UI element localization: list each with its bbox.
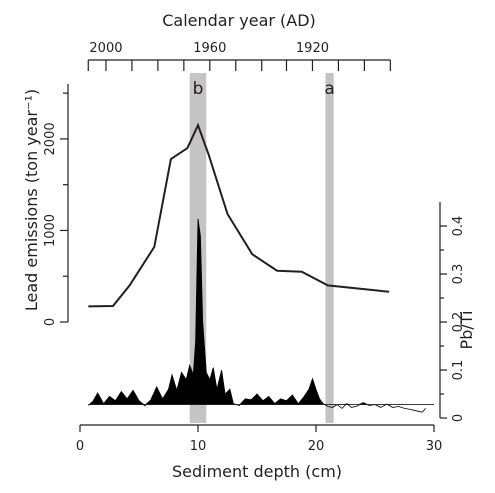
x-axis-title: Sediment depth (cm) [172,462,342,481]
left-tick-label: 0 [43,318,58,326]
lead-emission-series [88,122,390,308]
pb-ti-series [88,218,434,413]
top-tick-label: 1920 [296,41,329,56]
x-tick-label: 10 [190,439,207,454]
highlight-band-a [325,73,334,423]
right-tick-label: 0.4 [451,216,466,237]
x-tick-label: 20 [308,439,325,454]
top-tick-label: 1960 [193,41,226,56]
pb-ti-area [88,218,426,405]
left-tick-label: 2000 [43,122,58,155]
right-tick-label: 0.3 [451,264,466,285]
band-label-a: a [324,79,334,99]
top-tick-label: 2000 [89,41,122,56]
top-axis-title: Calendar year (AD) [162,11,316,30]
axes: 0 10 20 30 2000 1960 1920 0 1000 2000 0 0.1 0.2 0.3 0.… [43,41,466,454]
lead-emission-line [88,122,390,308]
x-tick-label: 30 [426,439,443,454]
right-axis-title: Pb/Ti [457,311,476,350]
band-label-b: b [193,79,204,99]
right-tick-label: 0 [451,414,466,422]
left-tick-label: 1000 [43,214,58,247]
pb-ti-line [88,218,426,413]
right-tick-label: 0.1 [451,360,466,381]
left-axis-title: Lead emissions (ton year⁻¹) [22,89,41,311]
right-tick-label: 0.2 [451,312,466,333]
x-tick-label: 0 [76,439,84,454]
